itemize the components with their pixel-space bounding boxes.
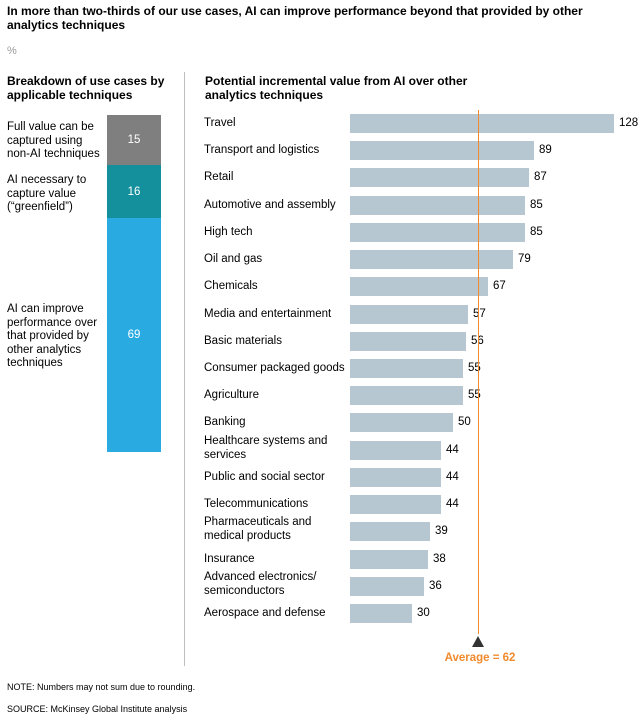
unit-label: % [7,45,17,57]
bar-value-label: 67 [493,280,506,292]
bar-value-label: 30 [417,607,430,619]
bar-value-label: 89 [539,144,552,156]
source-note: SOURCE: McKinsey Global Institute analys… [7,704,188,714]
bar-value-label: 57 [473,308,486,320]
bar-value-label: 56 [471,332,484,351]
bar-value-label: 85 [530,199,543,211]
bar-value-label: 44 [446,444,459,456]
stack-segment-ai-improve: 69 [107,218,161,452]
bar-value-label: 128 [619,117,639,129]
average-line [478,110,479,634]
bar [350,250,513,269]
category-label: Consumer packaged goods [204,362,345,374]
category-label: Public and social sector [204,471,325,483]
stack-segment-non-ai: 15 [107,115,161,165]
category-label: Pharmaceuticals and medical products [204,516,312,542]
segment-label-ai-improve: AI can improve performance over that pro… [7,303,98,369]
category-label: Aerospace and defense [204,607,326,619]
bar [350,468,441,487]
bar-value-label: 38 [433,553,446,565]
category-label: Transport and logistics [204,144,320,156]
average-label: Average = 62 [444,652,516,664]
category-label: Advanced electronics/ semiconductors [204,571,317,597]
bar-value-label: 87 [534,171,547,183]
category-label: Agriculture [204,389,259,401]
bar-value-label: 39 [435,525,448,537]
segment-label-greenfield: AI necessary to capture value (“greenfie… [7,174,87,213]
stack-value-non-ai: 15 [127,134,141,146]
bar [350,441,441,460]
category-label: Media and entertainment [204,308,332,320]
category-label: Healthcare systems and services [204,435,328,461]
bar-value-label: 55 [468,362,481,374]
category-label: Retail [204,171,234,183]
bar [350,522,430,541]
bar [350,332,466,351]
category-label: Oil and gas [204,253,263,265]
left-panel-heading: Breakdown of use cases by applicable tec… [7,74,165,102]
segment-label-non-ai: Full value can be captured using non-AI … [7,121,100,160]
category-label: Insurance [204,553,255,565]
bar [350,141,534,160]
bar [350,386,463,405]
bar [350,495,441,514]
bar [350,114,614,133]
stack-value-ai-improve: 69 [127,329,141,341]
bar [350,223,525,242]
footnote: NOTE: Numbers may not sum due to roundin… [7,682,196,692]
stack-value-greenfield: 16 [127,185,141,198]
bar [350,168,529,187]
stack-segment-greenfield: 16 [107,165,161,218]
bar [350,604,412,623]
panel-divider [184,72,185,666]
bar [350,359,463,378]
bar [350,577,424,596]
category-label: Banking [204,416,246,428]
category-label: High tech [204,226,253,238]
category-label: Telecommunications [204,498,309,510]
bar-value-label: 36 [429,580,442,592]
category-label: Basic materials [204,335,282,347]
bar [350,196,525,215]
average-marker-icon [472,636,484,647]
bar [350,277,488,296]
bar-value-label: 85 [530,226,543,238]
bar [350,550,428,569]
bar-value-label: 44 [446,498,459,510]
bar-value-label: 44 [446,471,459,483]
bar-value-label: 55 [468,389,481,401]
bar [350,413,453,432]
bar [350,305,468,324]
category-label: Chemicals [204,280,258,292]
category-label: Automotive and assembly [204,199,336,211]
right-panel-heading: Potential incremental value from AI over… [205,74,468,102]
category-label: Travel [204,117,236,129]
bar-value-label: 79 [518,253,531,265]
bar-value-label: 50 [458,416,471,428]
chart-title: In more than two-thirds of our use cases… [7,4,583,32]
